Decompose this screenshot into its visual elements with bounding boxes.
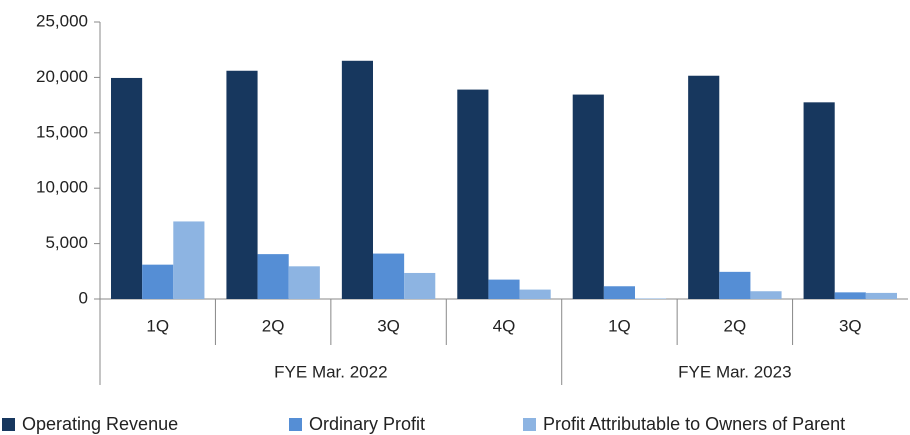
legend-label: Profit Attributable to Owners of Parent [543,414,845,434]
y-tick-label: 25,000 [36,11,88,30]
legend-swatch [2,418,15,431]
bar [173,221,205,299]
bar [142,264,174,299]
bar [488,279,520,299]
x-tick-label: 2Q [724,316,747,335]
bar [834,292,866,299]
legend-label: Ordinary Profit [309,414,425,434]
y-tick-label: 20,000 [36,67,88,86]
bar [257,254,289,299]
bar [603,286,635,299]
bar [111,77,143,299]
bar [404,272,436,299]
x-tick-label: 1Q [146,316,169,335]
bar [719,271,751,299]
bar [865,292,897,299]
bar [341,60,373,299]
bar [803,102,835,299]
legend-swatch [523,418,536,431]
x-tick-label: 4Q [493,316,516,335]
bar [572,94,604,299]
bar [519,289,551,299]
bar [288,266,320,299]
y-tick-label: 5,000 [45,233,88,252]
x-tick-label: 1Q [608,316,631,335]
x-tick-label: 3Q [377,316,400,335]
bar [688,75,720,299]
bar [457,89,489,299]
x-tick-label: 3Q [839,316,862,335]
legend-label: Operating Revenue [22,414,178,434]
group-label: FYE Mar. 2022 [274,362,387,381]
bar [226,70,258,299]
x-tick-label: 2Q [262,316,285,335]
group-label: FYE Mar. 2023 [678,362,791,381]
y-tick-label: 10,000 [36,178,88,197]
y-tick-label: 0 [79,288,88,307]
y-tick-label: 15,000 [36,122,88,141]
bar [635,298,667,299]
legend-swatch [289,418,302,431]
bar [750,291,782,299]
bar [373,253,405,299]
